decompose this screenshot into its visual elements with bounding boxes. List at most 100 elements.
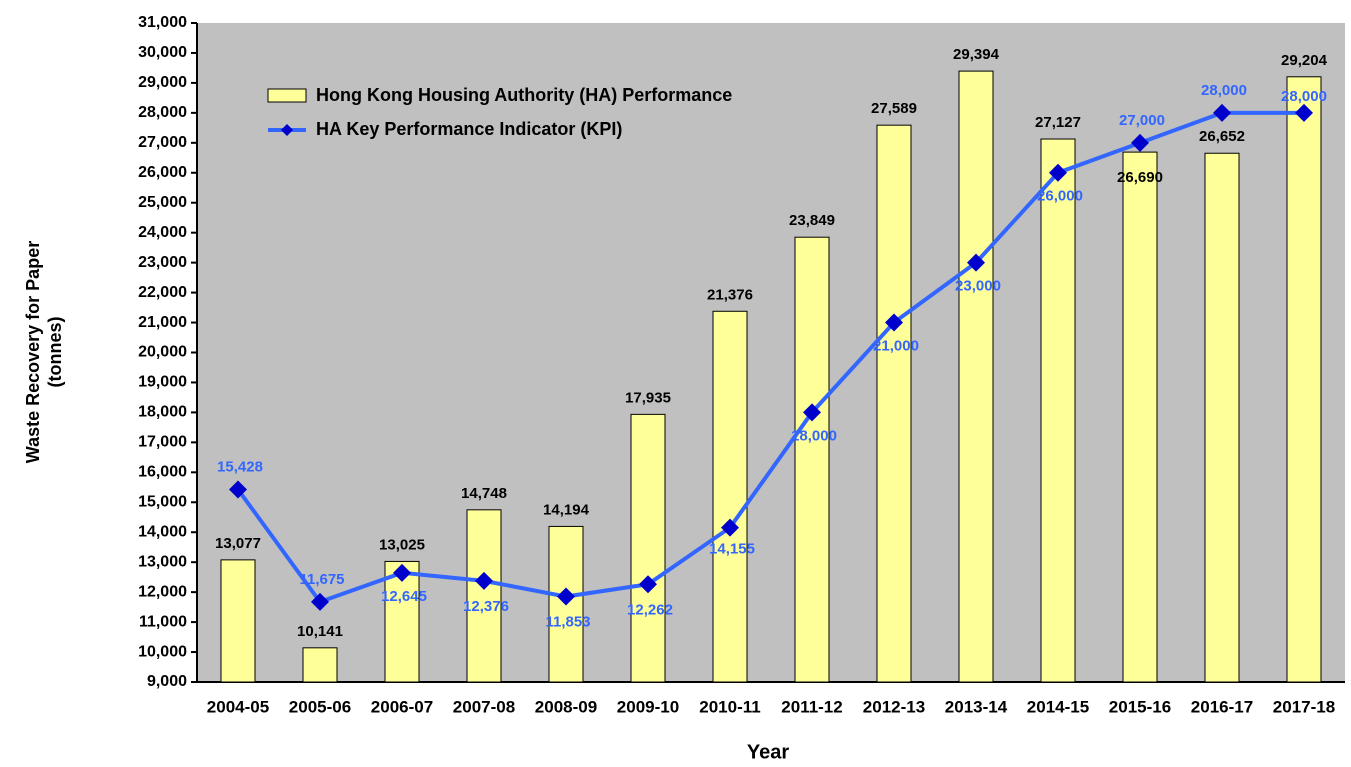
x-tick-label: 2008-09: [535, 697, 597, 716]
y-tick-label: 20,000: [138, 344, 187, 361]
y-tick-label: 17,000: [138, 434, 187, 451]
kpi-value-label: 15,428: [217, 458, 263, 475]
x-tick-label: 2012-13: [863, 697, 925, 716]
y-axis-title: (tonnes): [45, 317, 65, 388]
x-tick-label: 2014-15: [1027, 697, 1089, 716]
kpi-value-label: 14,155: [709, 541, 755, 558]
kpi-value-label: 26,000: [1037, 188, 1083, 205]
legend-label: Hong Kong Housing Authority (HA) Perform…: [316, 85, 732, 105]
bar: [794, 236, 830, 683]
y-tick-label: 23,000: [138, 254, 187, 271]
y-tick-label: 30,000: [138, 44, 187, 61]
kpi-line: [236, 110, 1304, 605]
bar: [712, 310, 748, 683]
bar-value-label: 14,748: [461, 485, 507, 502]
kpi-marker: [1213, 103, 1231, 122]
y-tick-label: 25,000: [138, 194, 187, 211]
x-tick-label: 2016-17: [1191, 697, 1253, 716]
x-tick-label: 2009-10: [617, 697, 679, 716]
kpi-value-label: 28,000: [1201, 82, 1247, 99]
x-tick-label: 2013-14: [945, 697, 1008, 716]
kpi-value-label: 12,645: [381, 588, 427, 605]
bar: [958, 70, 994, 683]
bar-value-label: 27,589: [871, 100, 917, 117]
kpi-marker: [721, 518, 739, 537]
kpi-marker: [1131, 133, 1149, 152]
y-tick-label: 9,000: [147, 673, 187, 690]
kpi-marker: [639, 575, 657, 594]
x-tick-label: 2004-05: [207, 697, 269, 716]
bar: [302, 647, 338, 683]
x-axis-title: Year: [747, 741, 789, 763]
kpi-value-label: 11,675: [299, 571, 344, 588]
legend-swatch: [267, 88, 307, 103]
bar: [1286, 76, 1322, 683]
kpi-value-label: 11,853: [545, 614, 590, 631]
x-tick-label: 2010-11: [699, 697, 760, 716]
y-tick-label: 27,000: [138, 134, 187, 151]
x-tick-label: 2015-16: [1109, 697, 1171, 716]
bar: [630, 413, 666, 683]
bar-value-label: 13,025: [379, 536, 425, 553]
kpi-marker: [557, 587, 575, 606]
x-tick-label: 2007-08: [453, 697, 515, 716]
kpi-value-label: 23,000: [955, 278, 1001, 295]
bar-value-label: 26,652: [1199, 128, 1245, 145]
kpi-value-label: 12,376: [463, 598, 509, 615]
x-tick-label: 2017-18: [1273, 697, 1335, 716]
kpi-marker: [803, 403, 821, 422]
y-tick-label: 13,000: [138, 553, 187, 570]
bar-value-label: 13,077: [215, 535, 261, 552]
y-tick-label: 10,000: [138, 643, 187, 660]
kpi-value-label: 21,000: [873, 338, 919, 355]
bar: [1122, 151, 1158, 683]
y-tick-label: 22,000: [138, 284, 187, 301]
bar-value-label: 26,690: [1117, 169, 1163, 186]
y-tick-label: 16,000: [138, 464, 187, 481]
legend-label: HA Key Performance Indicator (KPI): [316, 119, 622, 139]
y-tick-label: 14,000: [138, 523, 187, 540]
kpi-value-label: 27,000: [1119, 112, 1165, 129]
kpi-marker: [393, 563, 411, 582]
bar: [1204, 152, 1240, 683]
kpi-value-label: 18,000: [791, 427, 837, 444]
bar-value-label: 10,141: [297, 623, 343, 640]
y-tick-label: 15,000: [138, 493, 187, 510]
y-tick-label: 12,000: [138, 583, 187, 600]
bar: [466, 509, 502, 683]
y-tick-label: 31,000: [138, 14, 187, 31]
bar-value-label: 17,935: [625, 389, 671, 406]
bar-value-label: 21,376: [707, 286, 753, 303]
y-tick-label: 18,000: [138, 404, 187, 421]
y-tick-label: 24,000: [138, 224, 187, 241]
bar: [220, 559, 256, 683]
y-axis-title: Waste Recovery for Paper: [23, 241, 43, 463]
x-tick-label: 2005-06: [289, 697, 351, 716]
bar: [876, 124, 912, 683]
kpi-marker: [1295, 103, 1313, 122]
bar-value-label: 23,849: [789, 212, 835, 229]
kpi-marker: [311, 592, 329, 611]
x-tick-label: 2006-07: [371, 697, 433, 716]
y-tick-label: 28,000: [138, 104, 187, 121]
kpi-marker: [967, 253, 985, 272]
kpi-value-label: 12,262: [627, 601, 673, 618]
bar-value-label: 29,394: [953, 46, 1000, 63]
kpi-marker: [885, 313, 903, 332]
y-tick-label: 11,000: [139, 613, 187, 630]
y-tick-label: 21,000: [138, 314, 187, 331]
bar: [1040, 138, 1076, 683]
y-tick-label: 26,000: [138, 164, 187, 181]
legend-marker: [281, 124, 293, 136]
x-tick-label: 2011-12: [781, 697, 842, 716]
kpi-marker: [1049, 163, 1067, 182]
kpi-marker: [475, 571, 493, 590]
bar-value-label: 29,204: [1281, 52, 1328, 69]
kpi-value-label: 28,000: [1281, 88, 1327, 105]
y-tick-label: 19,000: [138, 374, 187, 391]
bar-value-label: 27,127: [1035, 114, 1081, 131]
y-tick-label: 29,000: [138, 74, 187, 91]
kpi-marker: [229, 480, 247, 499]
bar-value-label: 14,194: [543, 501, 590, 518]
